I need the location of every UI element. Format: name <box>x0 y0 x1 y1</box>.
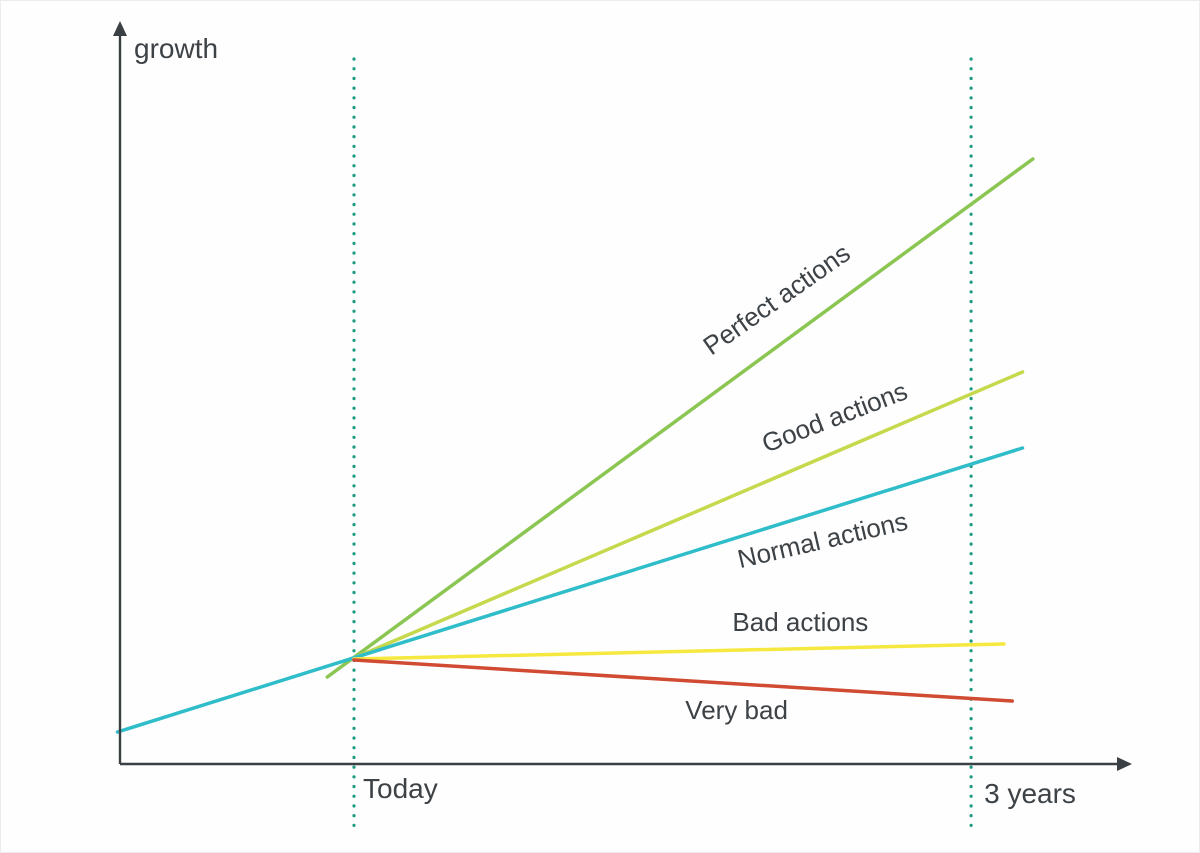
series-line-very-bad <box>352 658 1014 703</box>
guides-layer: Today 3 years <box>352 57 1076 832</box>
series-line-bad-actions <box>352 642 1006 661</box>
series-label-normal-actions: Normal actions <box>735 506 911 574</box>
series-layer <box>115 157 1035 734</box>
series-label-bad-actions: Bad actions <box>732 607 868 637</box>
guide-label-today: Today <box>363 773 438 804</box>
x-axis-arrowhead-icon <box>1117 757 1132 771</box>
guide-label-3-years: 3 years <box>984 778 1076 809</box>
series-label-good-actions: Good actions <box>758 376 912 459</box>
series-line-perfect-actions <box>325 157 1035 679</box>
axes-layer: growth <box>113 21 1132 771</box>
series-label-perfect-actions: Perfect actions <box>697 238 855 361</box>
series-line-good-actions <box>352 370 1025 660</box>
series-label-very-bad: Very bad <box>685 695 788 725</box>
y-axis-label: growth <box>134 33 218 64</box>
y-axis-arrowhead-icon <box>113 21 127 36</box>
series-line-normal-actions <box>115 446 1025 734</box>
